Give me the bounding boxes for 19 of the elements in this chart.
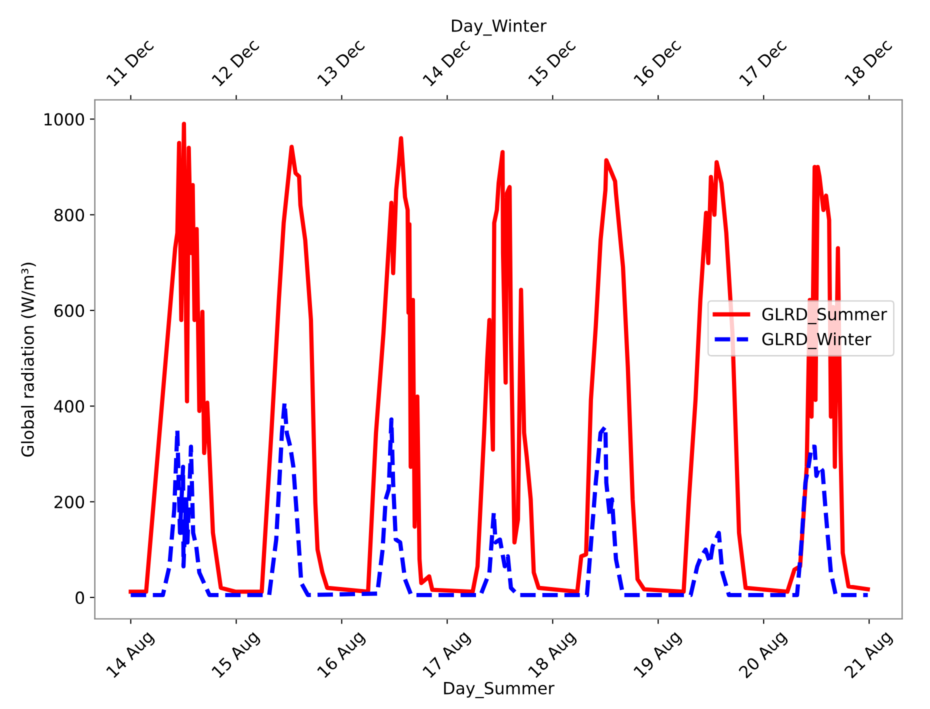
x2-tick-label: 11 Dec xyxy=(106,38,154,87)
legend-label: GLRD_Summer xyxy=(762,308,888,324)
x2-tick-label: 18 Dec xyxy=(844,38,893,87)
x2-tick-label: 16 Dec xyxy=(633,38,682,87)
x2-tick-label: 17 Dec xyxy=(738,38,788,87)
y-tick-label: 1000 xyxy=(44,113,84,126)
x2-tick-label: 12 Dec xyxy=(211,38,260,87)
y-tick-label: 200 xyxy=(54,496,84,508)
x2-axis-title: Day_Winter xyxy=(452,19,547,36)
x2-tick-label: 13 Dec xyxy=(316,38,366,87)
x-axis-title: Day_Summer xyxy=(444,682,554,698)
y-tick-label: 600 xyxy=(54,304,84,318)
x2-tick-label: 14 Dec xyxy=(422,38,471,87)
legend-label: GLRD_Winter xyxy=(762,332,872,350)
y-tick-label: 800 xyxy=(54,208,84,222)
y-axis-title: Global radiation (W/m³) xyxy=(21,262,36,457)
x2-tick-label: 15 Dec xyxy=(528,38,576,87)
y-tick-label: 0 xyxy=(76,591,84,604)
y-tick-label: 400 xyxy=(54,400,84,413)
